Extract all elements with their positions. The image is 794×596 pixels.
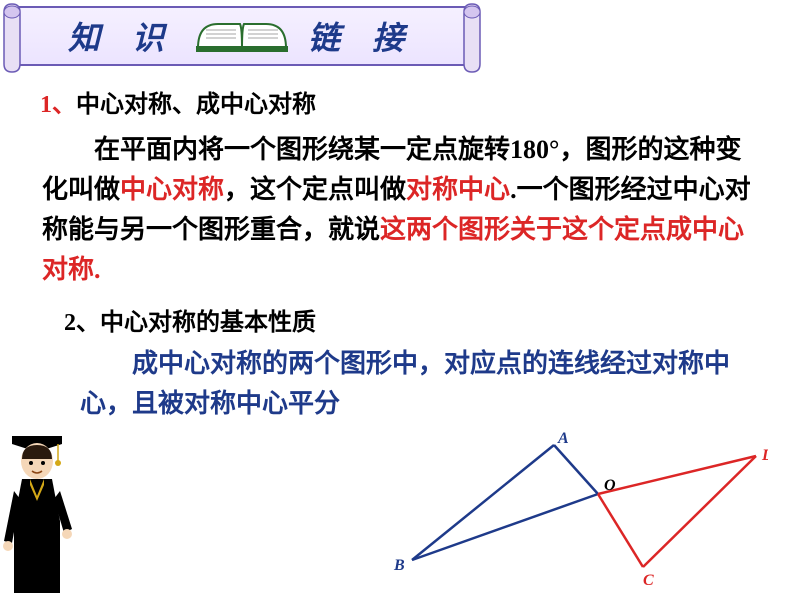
book-icon	[192, 16, 292, 56]
para1-r2: 对称中心	[406, 175, 510, 204]
banner-title-left: 知 识	[68, 13, 176, 59]
svg-text:B: B	[393, 557, 405, 574]
section-2-title: 中心对称的基本性质	[100, 310, 316, 336]
para2-text: 成中心对称的两个图形中，对应点的连线经过对称中心，且被对称中心平分	[80, 349, 730, 418]
section-1-sep: 、	[52, 92, 76, 118]
para1-t1: 在平面内将一个图形绕某一定点旋转	[94, 135, 510, 164]
section-2-number: 2	[64, 310, 76, 336]
section-2-sep: 、	[76, 310, 100, 336]
title-banner: 知 识 链 接	[10, 6, 474, 66]
para1-indent	[42, 135, 94, 164]
scroll-right-icon	[460, 0, 484, 76]
section-1-heading: 1、中心对称、成中心对称	[40, 84, 316, 119]
section-1-title: 中心对称、成中心对称	[76, 92, 316, 118]
student-illustration	[0, 421, 80, 596]
svg-text:A: A	[557, 432, 569, 447]
para1-t3: ，这个定点叫做	[224, 175, 406, 204]
svg-text:C: C	[643, 572, 654, 589]
paragraph-1: 在平面内将一个图形绕某一定点旋转180°，图形的这种变化叫做中心对称，这个定点叫…	[42, 130, 760, 290]
scroll-left-icon	[0, 0, 24, 76]
banner-title: 知 识 链 接	[68, 13, 416, 59]
triangle-diagram: A B O C D	[328, 432, 768, 592]
section-1-number: 1	[40, 92, 52, 118]
svg-text:O: O	[604, 477, 616, 494]
paragraph-2: 成中心对称的两个图形中，对应点的连线经过对称中心，且被对称中心平分	[80, 344, 760, 424]
banner-title-right: 链 接	[308, 13, 416, 59]
para2-indent	[80, 349, 132, 378]
para1-deg: 180°	[510, 135, 559, 164]
para1-r1: 中心对称	[120, 175, 224, 204]
section-2-heading: 2、中心对称的基本性质	[64, 302, 316, 337]
svg-text:D: D	[761, 447, 768, 464]
